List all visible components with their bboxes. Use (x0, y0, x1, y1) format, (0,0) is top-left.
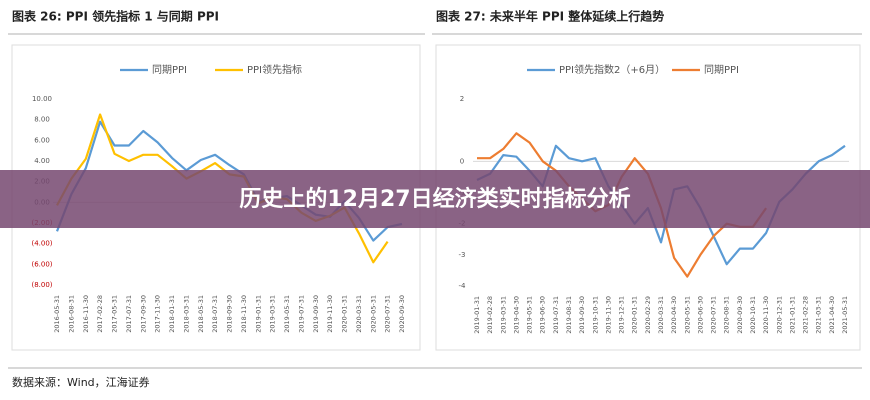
x-tick-label: 2020-02-29 (644, 296, 652, 334)
x-tick-label: 2020-06-30 (696, 296, 704, 334)
y-tick-label: (8.00) (31, 281, 52, 289)
legend-label: 同期PPI (704, 64, 739, 76)
x-tick-label: 2018-01-31 (168, 295, 176, 333)
y-tick-label: (4.00) (31, 240, 52, 248)
x-tick-label: 2017-07-31 (125, 295, 133, 333)
y-tick-label: 0 (460, 157, 464, 165)
x-tick-label: 2020-08-31 (723, 296, 731, 334)
x-tick-label: 2018-11-30 (240, 295, 248, 333)
x-tick-label: 2020-01-31 (631, 296, 639, 334)
legend-label: PPI领先指数2（+6月） (559, 63, 665, 76)
source: 数据来源：Wind，江海证券 (12, 375, 150, 389)
x-tick-label: 2021-05-31 (841, 296, 849, 334)
x-tick-label: 2021-02-28 (802, 296, 810, 334)
y-tick-label: 10.00 (32, 95, 52, 103)
x-tick-label: 2019-09-30 (312, 295, 320, 333)
x-tick-label: 2020-03-31 (657, 296, 665, 334)
x-tick-label: 2019-10-31 (591, 296, 599, 334)
y-tick-label: 4.00 (34, 157, 50, 165)
x-tick-label: 2019-08-31 (565, 296, 573, 334)
x-tick-label: 2020-05-31 (369, 295, 377, 333)
x-tick-label: 2020-03-31 (355, 295, 363, 333)
x-tick-label: 2017-02-28 (96, 295, 104, 333)
x-tick-label: 2020-11-30 (762, 296, 770, 334)
y-tick-label: (6.00) (31, 260, 52, 268)
x-tick-label: 2020-04-30 (670, 296, 678, 334)
x-tick-label: 2018-05-31 (197, 295, 205, 333)
x-tick-label: 2019-09-30 (578, 296, 586, 334)
x-tick-label: 2019-01-31 (473, 296, 481, 334)
x-tick-label: 2020-10-31 (749, 296, 757, 334)
y-tick-label: 8.00 (34, 116, 50, 124)
x-tick-label: 2020-01-31 (341, 295, 349, 333)
legend-label: PPI领先指标 (247, 63, 302, 76)
x-tick-label: 2021-03-31 (815, 296, 823, 334)
x-tick-label: 2016-08-31 (67, 295, 75, 333)
legend-label: 同期PPI (152, 64, 187, 76)
banner-bg (0, 170, 870, 228)
x-tick-label: 2019-07-31 (552, 296, 560, 334)
chart-title: 图表 26: PPI 领先指标 1 与同期 PPI (12, 9, 219, 24)
x-tick-label: 2018-07-31 (211, 295, 219, 333)
x-tick-label: 2016-11-30 (82, 295, 90, 333)
y-tick-label: -4 (459, 282, 467, 290)
x-tick-label: 2016-05-31 (53, 295, 61, 333)
x-tick-label: 2020-09-30 (398, 295, 406, 333)
x-tick-label: 2017-05-31 (111, 295, 119, 333)
x-tick-label: 2018-09-30 (226, 295, 234, 333)
x-tick-label: 2019-11-30 (326, 295, 334, 333)
x-tick-label: 2019-05-31 (283, 295, 291, 333)
y-tick-label: -3 (459, 251, 466, 259)
y-tick-label: 2 (460, 95, 464, 103)
x-tick-label: 2020-12-31 (775, 296, 783, 334)
x-tick-label: 2021-04-30 (828, 296, 836, 334)
x-tick-label: 2021-01-31 (788, 296, 796, 334)
x-tick-label: 2019-06-30 (539, 296, 547, 334)
x-tick-label: 2020-07-31 (710, 296, 718, 334)
x-tick-label: 2019-04-30 (512, 296, 520, 334)
x-tick-label: 2019-12-31 (618, 296, 626, 334)
y-tick-label: 6.00 (34, 136, 50, 144)
x-tick-label: 2017-09-30 (139, 295, 147, 333)
x-tick-label: 2018-03-31 (182, 295, 190, 333)
x-tick-label: 2020-07-31 (384, 295, 392, 333)
x-tick-label: 2019-02-28 (486, 296, 494, 334)
banner-title: 历史上的12月27日经济类实时指标分析 (239, 186, 630, 212)
chart-title: 图表 27: 未来半年 PPI 整体延续上行趋势 (436, 9, 664, 24)
x-tick-label: 2020-09-30 (736, 296, 744, 334)
x-tick-label: 2017-11-30 (154, 295, 162, 333)
x-tick-label: 2019-03-31 (499, 296, 507, 334)
x-tick-label: 2019-07-31 (297, 295, 305, 333)
x-tick-label: 2019-01-31 (254, 295, 262, 333)
x-tick-label: 2019-03-31 (269, 295, 277, 333)
x-tick-label: 2020-05-31 (683, 296, 691, 334)
x-tick-label: 2019-11-30 (604, 296, 612, 334)
x-tick-label: 2019-05-31 (526, 296, 534, 334)
